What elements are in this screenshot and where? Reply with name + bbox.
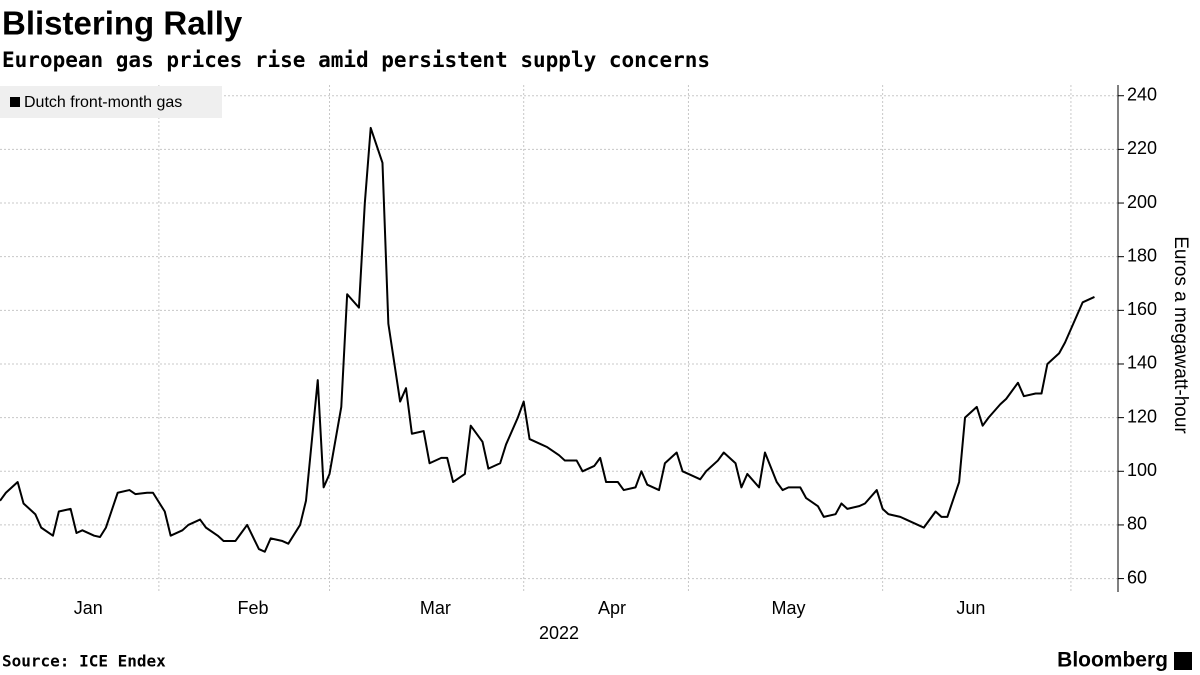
x-tick-label: Jun [956,598,985,618]
brand-icon [1174,652,1192,670]
x-tick-label: Feb [238,598,269,618]
y-tick-label: 160 [1127,299,1157,319]
y-tick-label: 80 [1127,514,1147,534]
y-tick-label: 140 [1127,353,1157,373]
line [0,126,1095,553]
brand: Bloomberg [1057,649,1168,672]
x-axis-label: 2022 [539,623,579,643]
y-tick-label: 100 [1127,460,1157,480]
x-tick-label: Mar [420,598,451,618]
legend-label: Dutch front-month gas [24,94,182,111]
x-tick-label: Apr [598,598,626,618]
y-axis-label: Euros a megawatt-hour [1170,236,1191,434]
chart-title: Blistering Rally [2,5,243,42]
y-tick-label: 180 [1127,245,1157,265]
x-tick-label: Jan [74,598,103,618]
legend-swatch [10,97,20,107]
x-tick-label: May [771,598,805,618]
y-tick-label: 60 [1127,567,1147,587]
y-tick-label: 240 [1127,84,1157,104]
source: Source: ICE Endex [2,652,166,671]
y-tick-label: 220 [1127,138,1157,158]
legend-box [0,86,222,118]
y-tick-label: 120 [1127,406,1157,426]
y-tick-label: 200 [1127,192,1157,212]
chart-subtitle: European gas prices rise amid persistent… [2,48,710,72]
